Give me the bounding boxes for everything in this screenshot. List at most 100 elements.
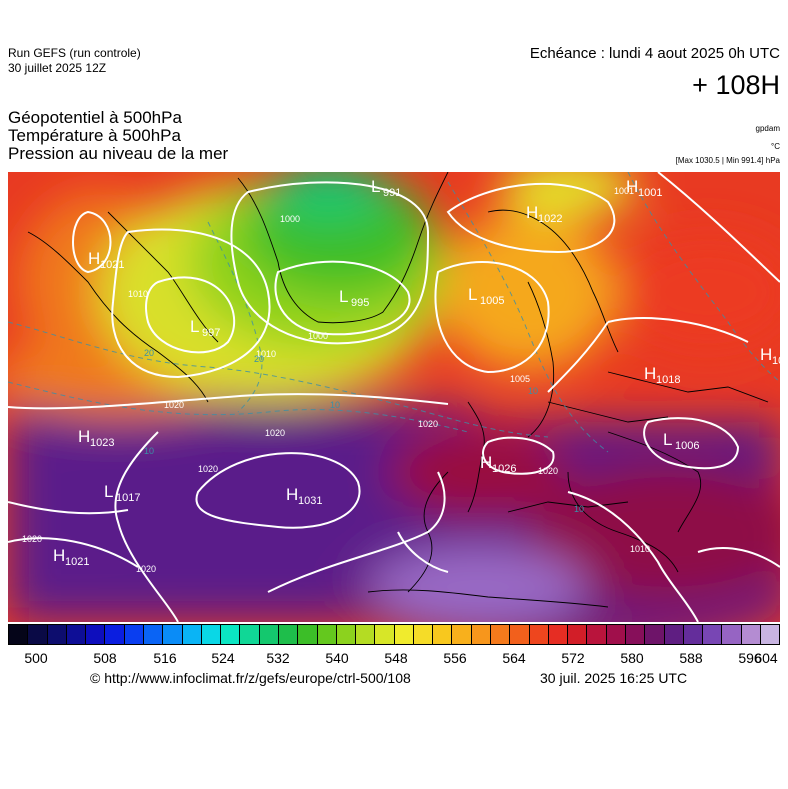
isotherm-label: 10	[330, 400, 340, 410]
field-label-pressure: Pression au niveau de la mer	[8, 144, 229, 163]
pressure-center-letter: L	[468, 285, 477, 304]
pressure-center-value: 1001	[638, 187, 662, 199]
pressure-center-letter: H	[760, 345, 772, 364]
isotherm-label: 20	[144, 348, 154, 358]
colorbar-tick-label: 580	[620, 650, 644, 666]
isobars	[8, 172, 780, 622]
pressure-center-value: 1017	[116, 492, 140, 504]
pressure-center-letter: H	[644, 364, 656, 383]
pressure-center-letter: L	[663, 430, 672, 449]
pressure-center-value: 1021	[100, 259, 124, 271]
colorbar-swatch	[606, 625, 626, 644]
pressure-center-value: 1031	[298, 495, 322, 507]
pressure-center-value: 997	[202, 327, 220, 339]
pressure-center-value: 1018	[656, 374, 680, 386]
isobar-label: 1005	[510, 374, 530, 384]
colorbar-swatch	[28, 625, 48, 644]
colorbar-tick-label: 588	[679, 650, 703, 666]
pressure-center-letter: H	[286, 485, 298, 504]
colorbar-tick-label: 524	[211, 650, 235, 666]
colorbar-swatch	[760, 625, 780, 644]
colorbar-tick-label: 500	[24, 650, 48, 666]
colorbar-swatch	[433, 625, 453, 644]
colorbar-swatch	[529, 625, 549, 644]
colorbar-swatch	[163, 625, 183, 644]
colorbar-swatch	[124, 625, 144, 644]
unit-temperature: °C	[771, 142, 780, 151]
isotherm-label: 10	[528, 386, 538, 396]
colorbar-swatch	[683, 625, 704, 644]
colorbar-swatch	[201, 625, 222, 644]
isobar-label: 1001	[614, 186, 634, 196]
colorbar-tick-label: 548	[384, 650, 408, 666]
colorbar-swatch	[491, 625, 511, 644]
isobar-label: 1020	[136, 564, 156, 574]
pressure-center-value: 995	[351, 297, 369, 309]
colorbar-swatch	[413, 625, 434, 644]
credit-link[interactable]: © http://www.infoclimat.fr/z/gefs/europe…	[90, 670, 411, 686]
colorbar-tick-label: 508	[93, 650, 117, 666]
colorbar-swatch	[626, 625, 646, 644]
colorbar-swatch	[9, 625, 29, 644]
colorbar-swatch	[298, 625, 318, 644]
colorbar-swatch	[336, 625, 357, 644]
colorbar-swatch	[182, 625, 202, 644]
colorbar-swatch	[86, 625, 106, 644]
colorbar-swatch	[587, 625, 607, 644]
colorbar	[8, 624, 780, 645]
unit-geopotential: gpdam	[755, 124, 780, 133]
colorbar-swatch	[548, 625, 569, 644]
colorbar-swatch	[143, 625, 164, 644]
field-label-temperature: Température à 500hPa	[8, 126, 181, 145]
pressure-center-letter: H	[626, 177, 638, 196]
pressure-range: [Max 1030.5 | Min 991.4] hPa	[675, 156, 780, 165]
field-label-geopotential: Géopotentiel à 500hPa	[8, 108, 182, 127]
colorbar-swatch	[240, 625, 260, 644]
colorbar-swatch	[452, 625, 472, 644]
isobar-label: 1020	[198, 464, 218, 474]
pressure-center-letter: H	[480, 453, 492, 472]
colorbar-swatch	[741, 625, 761, 644]
pressure-center-value: 991	[383, 187, 401, 199]
colorbar-tick-label: 572	[561, 650, 585, 666]
colorbar-tick-label: 564	[502, 650, 526, 666]
run-title: Run GEFS (run controle)	[8, 46, 141, 60]
colorbar-swatch	[105, 625, 125, 644]
pressure-center-letter: L	[190, 317, 199, 336]
pressure-center-letter: H	[88, 249, 100, 268]
pressure-center-value: 1021	[65, 556, 89, 568]
pressure-center-letter: H	[53, 546, 65, 565]
isobar-label: 1010	[128, 289, 148, 299]
pressure-center-value: 1005	[480, 295, 504, 307]
generation-timestamp: 30 juil. 2025 16:25 UTC	[540, 670, 688, 686]
colorbar-swatch	[317, 625, 337, 644]
colorbar-tick-label: 532	[266, 650, 290, 666]
pressure-center-value: 1022	[538, 213, 562, 225]
isobar-label: 1010	[256, 349, 276, 359]
colorbar-swatch	[664, 625, 684, 644]
temperature-field	[8, 172, 780, 622]
forecast-hour: + 108H	[692, 70, 780, 100]
colorbar-swatch	[356, 625, 376, 644]
colorbar-swatch	[722, 625, 742, 644]
colorbar-swatch	[221, 625, 241, 644]
isobar-label: 1020	[418, 419, 438, 429]
pressure-center-letter: L	[104, 482, 113, 501]
colorbar-swatch	[259, 625, 279, 644]
colorbar-tick-label: 556	[443, 650, 467, 666]
colorbar-swatch	[703, 625, 723, 644]
colorbar-swatch	[47, 625, 67, 644]
isotherm-label: 10	[574, 504, 584, 514]
isobar-label: 1000	[308, 331, 328, 341]
colorbar-tick-label: 540	[325, 650, 349, 666]
colorbar-tick-label: 604	[754, 650, 778, 666]
isobar-label: 1010	[630, 544, 650, 554]
colorbar-swatch	[66, 625, 87, 644]
weather-map: H 1021 L 997 L 991 H 1001 L 995 H 1022 L 1005 H 1018 H 10…	[8, 172, 780, 622]
pressure-center-value: 10	[772, 355, 780, 367]
pressure-center-letter: L	[339, 287, 348, 306]
isotherm-label: 10	[144, 446, 154, 456]
isobar-label: 1020	[265, 428, 285, 438]
pressure-center-letter: L	[371, 177, 380, 196]
